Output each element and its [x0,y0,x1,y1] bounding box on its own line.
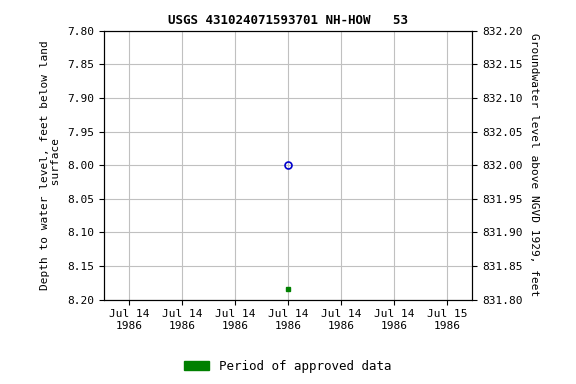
Legend: Period of approved data: Period of approved data [179,355,397,378]
Title: USGS 431024071593701 NH-HOW   53: USGS 431024071593701 NH-HOW 53 [168,14,408,27]
Y-axis label: Groundwater level above NGVD 1929, feet: Groundwater level above NGVD 1929, feet [529,33,539,297]
Y-axis label: Depth to water level, feet below land
 surface: Depth to water level, feet below land su… [40,40,62,290]
